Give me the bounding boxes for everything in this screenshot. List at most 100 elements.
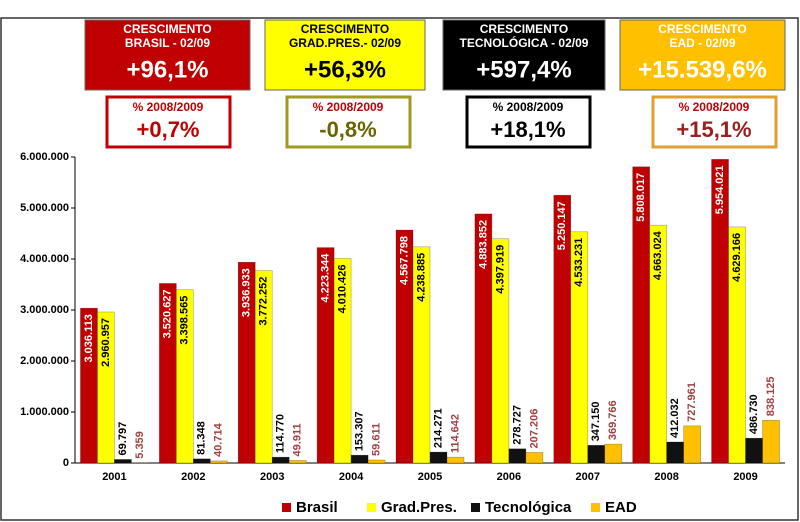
bar: [508, 448, 527, 464]
data-label: 4.397.919: [494, 245, 506, 294]
y-tick-label: 6.000.000: [20, 151, 69, 163]
x-tick-label: 2008: [654, 471, 678, 483]
data-label: 40.714: [213, 422, 225, 457]
legend-label: Grad.Pres.: [381, 499, 457, 516]
bar: [604, 443, 623, 464]
change-value: +18,1%: [490, 117, 565, 142]
x-tick-label: 2002: [181, 471, 205, 483]
bar: [193, 458, 211, 464]
data-label: 69.797: [117, 422, 129, 456]
data-label: 153.307: [354, 411, 366, 451]
y-tick-label: 2.000.000: [20, 355, 69, 367]
y-tick-label: 1.000.000: [20, 406, 69, 418]
data-label: 5.250.147: [556, 201, 568, 250]
data-label: 114.642: [449, 414, 461, 453]
data-label: 4.010.426: [337, 264, 349, 313]
data-label: 727.961: [686, 382, 698, 422]
x-tick-label: 2003: [260, 471, 284, 483]
growth-value: +15.539,6%: [638, 56, 767, 83]
y-tick-label: 5.000.000: [20, 202, 69, 214]
bar: [176, 289, 194, 464]
data-label: 114.770: [275, 414, 287, 453]
legend-label: Brasil: [296, 499, 338, 516]
bar: [491, 238, 510, 464]
data-label: 4.533.231: [573, 238, 585, 287]
bar: [288, 460, 307, 464]
bar: [745, 437, 763, 464]
data-label: 81.348: [196, 421, 208, 455]
y-tick-label: 4.000.000: [20, 253, 69, 265]
data-label: 59.611: [371, 423, 383, 456]
bar: [114, 459, 132, 464]
x-tick-label: 2004: [339, 471, 364, 483]
data-label: 5.359: [134, 431, 146, 459]
bar: [649, 224, 667, 464]
data-label: 3.936.933: [241, 268, 253, 317]
bar: [333, 258, 352, 464]
y-tick-label: 3.000.000: [20, 304, 69, 316]
growth-title: EAD - 02/09: [669, 36, 735, 50]
growth-box: [84, 19, 251, 91]
x-tick-label: 2005: [418, 471, 442, 483]
change-box: [285, 95, 412, 149]
change-box: [651, 95, 778, 149]
data-label: 4.238.885: [415, 253, 427, 302]
data-label: 4.883.852: [477, 220, 489, 269]
change-title: % 2008/2009: [313, 100, 384, 114]
bar: [446, 456, 465, 464]
data-label: 3.398.565: [179, 296, 191, 345]
data-label: 3.036.113: [83, 314, 95, 362]
data-label: 49.911: [292, 423, 304, 456]
x-tick-label: 2001: [102, 471, 126, 483]
bar: [570, 231, 589, 464]
change-title: % 2008/2009: [679, 100, 750, 114]
bar: [762, 419, 780, 464]
x-tick-label: 2009: [733, 471, 757, 483]
growth-title: GRAD.PRES.- 02/09: [289, 36, 401, 50]
data-label: 347.150: [590, 402, 602, 442]
bar: [271, 456, 290, 464]
growth-value: +597,4%: [476, 56, 571, 83]
data-label: 5.808.017: [635, 173, 647, 222]
data-label: 5.954.021: [714, 165, 726, 214]
data-label: 278.727: [511, 405, 523, 445]
data-label: 3.772.252: [258, 277, 270, 326]
bar: [683, 425, 701, 464]
y-tick-label: 0: [63, 457, 69, 469]
growth-title: CRESCIMENTO: [123, 22, 211, 36]
growth-value: +96,1%: [126, 56, 208, 83]
legend-label: Tecnológica: [485, 499, 572, 516]
change-box: [465, 95, 592, 149]
data-label: 412.032: [669, 398, 681, 438]
growth-title: CRESCIMENTO: [480, 22, 568, 36]
legend-swatch: [471, 503, 480, 512]
bar: [525, 452, 544, 464]
bar: [728, 226, 746, 464]
bar: [97, 311, 115, 464]
change-value: +0,7%: [137, 117, 200, 142]
data-label: 4.223.344: [320, 253, 332, 303]
change-title: % 2008/2009: [493, 100, 564, 114]
change-value: -0,8%: [319, 117, 376, 142]
data-label: 207.206: [528, 409, 540, 449]
growth-title: CRESCIMENTO: [301, 22, 389, 36]
bar: [254, 270, 273, 464]
growth-box: [442, 19, 606, 91]
x-tick-label: 2007: [576, 471, 600, 483]
growth-value: +56,3%: [304, 56, 386, 83]
data-label: 2.960.957: [100, 318, 112, 367]
data-label: 486.730: [748, 394, 760, 434]
legend-label: EAD: [605, 499, 637, 516]
bar: [210, 460, 228, 464]
growth-box: [264, 19, 426, 91]
growth-box: [619, 19, 786, 91]
x-tick-label: 2006: [497, 471, 521, 483]
bar: [587, 444, 606, 464]
change-value: +15,1%: [676, 117, 751, 142]
data-label: 4.663.024: [652, 230, 664, 280]
data-label: 214.271: [432, 408, 444, 448]
data-label: 4.629.166: [731, 233, 743, 282]
change-box: [105, 95, 232, 149]
bar: [429, 451, 448, 464]
